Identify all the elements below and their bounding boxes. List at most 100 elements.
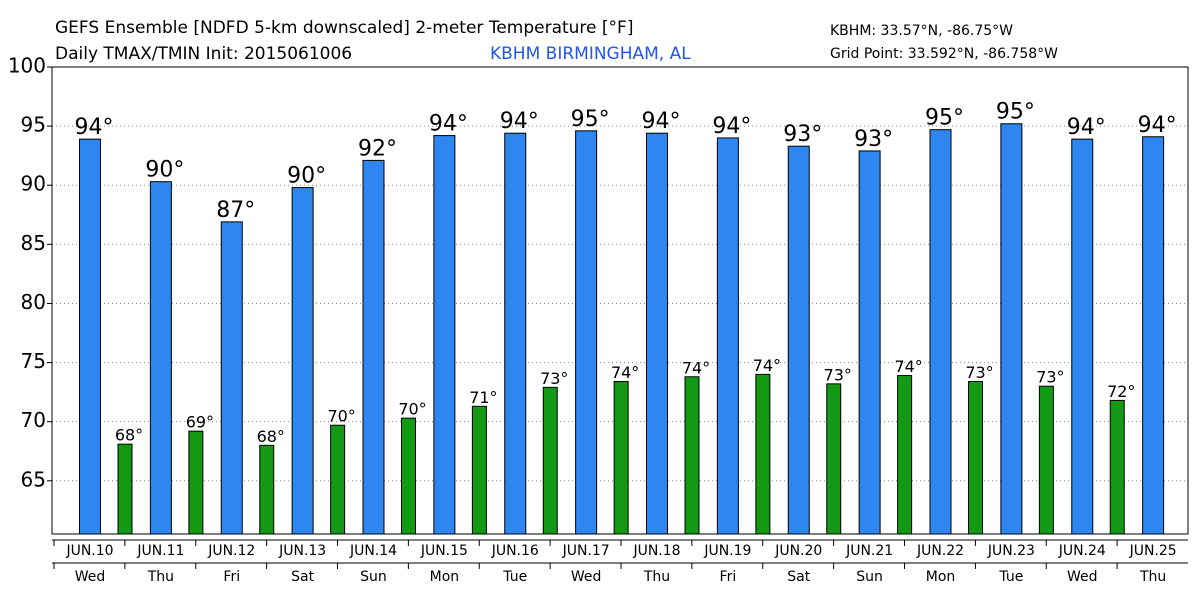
bar — [897, 375, 913, 535]
bar — [1071, 138, 1094, 535]
x-tick-label: JUN.14 — [349, 543, 397, 559]
x-tick-label: JUN.23 — [987, 543, 1035, 559]
bar — [291, 187, 314, 535]
bar — [504, 132, 527, 535]
x-tick-label: JUN.16 — [491, 543, 539, 559]
bar — [716, 137, 739, 535]
bar — [929, 129, 952, 535]
x-tick-label: JUN.15 — [420, 543, 468, 559]
x-tick-label: Sat — [787, 569, 810, 585]
location: KBHM BIRMINGHAM, AL — [490, 44, 691, 64]
x-tick-label: JUN.11 — [136, 543, 184, 559]
x-tick-label: Thu — [147, 569, 174, 585]
value-label: 71° — [469, 388, 497, 407]
annotation: KBHM: 33.57°N, -86.75°W — [830, 23, 1013, 39]
x-tick-label: JUN.21 — [845, 543, 893, 559]
x-tick-label: JUN.20 — [774, 543, 822, 559]
x-tick-label: JUN.13 — [278, 543, 326, 559]
value-label: 95° — [996, 100, 1035, 125]
value-label: 74° — [611, 363, 639, 382]
value-label: 74° — [753, 356, 781, 375]
x-tick-label: Fri — [223, 569, 240, 585]
value-label: 87° — [216, 198, 255, 223]
bar — [330, 424, 346, 535]
x-tick-label: JUN.17 — [562, 543, 610, 559]
bar — [259, 444, 275, 535]
value-label: 92° — [358, 136, 397, 161]
y-tick-label: 90 — [21, 172, 46, 196]
bar — [149, 181, 172, 535]
value-label: 73° — [540, 369, 568, 388]
value-label: 74° — [682, 358, 710, 377]
x-tick-label: Sun — [856, 569, 883, 585]
bar — [79, 138, 101, 535]
value-label: 73° — [965, 363, 993, 382]
value-label: 94° — [429, 112, 468, 137]
x-tick-label: JUN.10 — [65, 543, 113, 559]
value-label: 69° — [186, 413, 214, 432]
x-tick-label: Wed — [75, 569, 106, 585]
bar — [826, 383, 842, 535]
value-label: 94° — [500, 109, 539, 134]
chart-title: GEFS Ensemble [NDFD 5-km downscaled] 2-m… — [55, 18, 633, 38]
bar — [684, 376, 700, 535]
value-label: 70° — [398, 400, 426, 419]
value-label: 90° — [145, 158, 184, 183]
x-tick-label: JUN.24 — [1058, 543, 1106, 559]
x-tick-label: Wed — [1067, 569, 1098, 585]
y-tick-label: 65 — [21, 467, 46, 491]
bar — [1000, 123, 1023, 535]
x-tick-label: Tue — [998, 569, 1023, 585]
bar — [401, 417, 416, 535]
y-tick-label: 70 — [21, 408, 46, 432]
x-tick-label: JUN.18 — [632, 543, 680, 559]
value-label: 95° — [925, 106, 964, 131]
value-label: 93° — [854, 127, 893, 152]
bar — [188, 430, 204, 535]
value-label: 74° — [894, 357, 922, 376]
value-label: 72° — [1107, 382, 1135, 401]
value-label: 95° — [571, 107, 610, 132]
annotation: Grid Point: 33.592°N, -86.758°W — [830, 46, 1058, 62]
bar — [613, 380, 629, 535]
bar — [1109, 399, 1125, 535]
x-tick-label: JUN.22 — [916, 543, 964, 559]
bar — [362, 159, 385, 535]
value-label: 94° — [75, 115, 114, 140]
x-tick-label: Mon — [430, 569, 460, 585]
x-tick-label: JUN.19 — [703, 543, 751, 559]
x-tick-label: JUN.12 — [207, 543, 255, 559]
x-tick-label: Fri — [720, 569, 737, 585]
value-label: 70° — [327, 407, 355, 426]
bar — [117, 443, 133, 535]
y-tick-label: 100 — [8, 54, 46, 78]
y-tick-label: 95 — [21, 113, 46, 137]
bar — [755, 373, 771, 535]
bar — [1038, 385, 1054, 535]
x-tick-label: Sat — [291, 569, 314, 585]
bar — [858, 150, 881, 535]
bar — [220, 221, 243, 535]
bar — [646, 132, 668, 535]
bar — [433, 135, 456, 535]
y-tick-label: 80 — [21, 290, 46, 314]
value-label: 90° — [287, 164, 326, 189]
bar — [968, 380, 983, 535]
value-label: 94° — [1067, 115, 1106, 140]
value-label: 68° — [115, 426, 143, 445]
x-tick-label: JUN.25 — [1129, 543, 1177, 559]
bar — [787, 145, 810, 535]
x-tick-label: Thu — [1139, 569, 1166, 585]
value-label: 73° — [824, 365, 852, 384]
value-label: 94° — [712, 114, 751, 139]
x-tick-label: Mon — [926, 569, 956, 585]
x-tick-label: Sun — [360, 569, 387, 585]
y-tick-label: 85 — [21, 231, 46, 255]
bar — [575, 130, 598, 535]
bar — [471, 405, 487, 535]
bar — [542, 386, 558, 535]
y-tick-label: 75 — [21, 349, 46, 373]
x-tick-label: Wed — [571, 569, 602, 585]
value-label: 94° — [1138, 113, 1177, 138]
